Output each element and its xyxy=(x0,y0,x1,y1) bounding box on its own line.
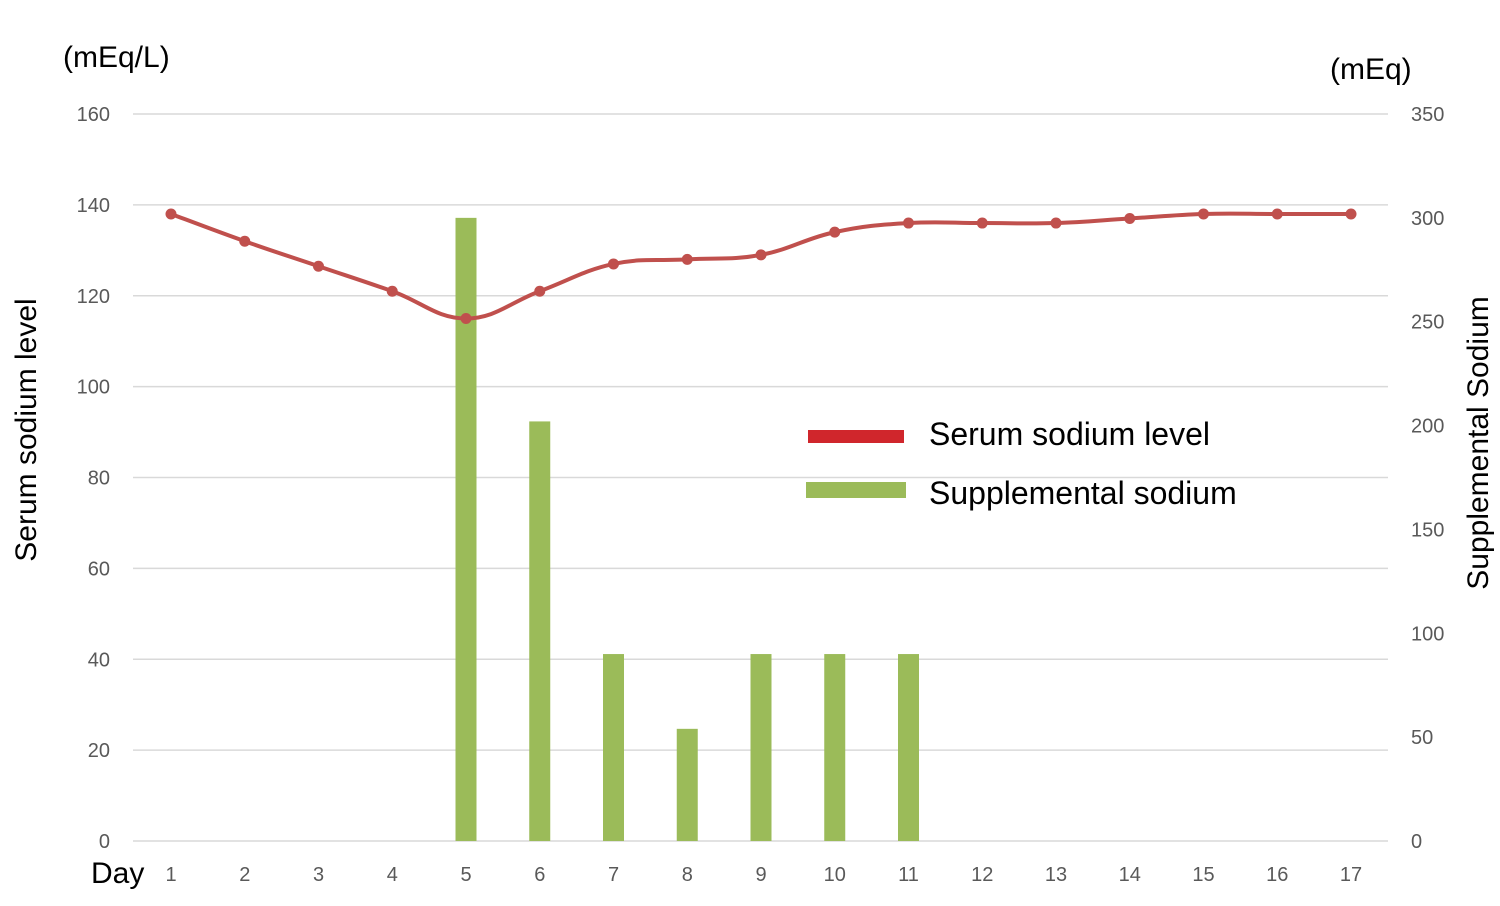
line-point xyxy=(386,285,398,297)
x-tick-label: 4 xyxy=(387,864,398,886)
line-point xyxy=(976,217,988,229)
left-axis-unit: (mEq/L) xyxy=(63,41,170,74)
x-tick-label: 12 xyxy=(971,864,993,886)
x-axis-title: Day xyxy=(91,857,144,890)
legend: Serum sodium level Supplemental sodium xyxy=(806,416,1237,511)
line-point xyxy=(1345,208,1357,220)
y-right-tick-label: 0 xyxy=(1411,831,1422,853)
bar-series xyxy=(455,217,919,841)
gridlines xyxy=(133,113,1388,842)
x-axis-ticks: 1 2 3 4 5 6 7 8 9 10 11 12 13 14 15 16 17 xyxy=(165,864,1362,886)
y-left-tick-label: 40 xyxy=(88,649,110,671)
y-left-tick-label: 60 xyxy=(88,558,110,580)
bar xyxy=(455,217,477,841)
bar xyxy=(824,654,846,841)
x-tick-label: 15 xyxy=(1192,864,1214,886)
left-axis-ticks: 0 20 40 60 80 100 120 140 160 xyxy=(77,104,110,853)
line-point xyxy=(1050,217,1062,229)
line-point xyxy=(460,312,472,324)
y-right-tick-label: 100 xyxy=(1411,623,1444,645)
y-right-tick-label: 250 xyxy=(1411,312,1444,334)
line-point xyxy=(1124,213,1136,225)
y-left-tick-label: 100 xyxy=(77,377,110,399)
line-point xyxy=(608,258,619,270)
x-tick-label: 1 xyxy=(165,864,176,886)
line-point xyxy=(903,217,914,229)
x-tick-label: 8 xyxy=(682,864,693,886)
line-point xyxy=(755,249,767,261)
line-point xyxy=(829,226,841,238)
y-left-tick-label: 80 xyxy=(88,468,110,490)
y-left-tick-label: 160 xyxy=(77,104,110,126)
x-tick-label: 2 xyxy=(239,864,250,886)
legend-swatch-serum-sodium xyxy=(808,430,904,443)
line-point xyxy=(681,253,693,265)
x-tick-label: 3 xyxy=(313,864,324,886)
line-point xyxy=(313,260,324,272)
x-tick-label: 17 xyxy=(1340,864,1362,886)
line-series xyxy=(165,208,1357,324)
x-tick-label: 5 xyxy=(460,864,471,886)
x-tick-label: 16 xyxy=(1266,864,1288,886)
bar xyxy=(529,421,551,841)
y-right-tick-label: 150 xyxy=(1411,519,1444,541)
legend-label-supplemental-sodium: Supplemental sodium xyxy=(929,475,1237,511)
line-point xyxy=(534,285,546,297)
x-tick-label: 6 xyxy=(534,864,545,886)
y-right-tick-label: 50 xyxy=(1411,727,1433,749)
line-point xyxy=(1271,208,1283,220)
y-left-tick-label: 120 xyxy=(77,286,110,308)
bar xyxy=(603,654,624,841)
right-axis-ticks: 0 50 100 150 200 250 300 350 xyxy=(1411,104,1444,853)
right-axis-unit: (mEq) xyxy=(1330,53,1412,86)
x-tick-label: 11 xyxy=(898,864,919,886)
x-tick-label: 7 xyxy=(608,864,619,886)
y-left-tick-label: 0 xyxy=(99,831,110,853)
x-tick-label: 13 xyxy=(1045,864,1067,886)
line-point xyxy=(239,235,251,247)
y-right-tick-label: 300 xyxy=(1411,208,1444,230)
x-tick-label: 10 xyxy=(824,864,846,886)
y-left-tick-label: 20 xyxy=(88,740,110,762)
right-axis-title: Supplemental Sodium xyxy=(1462,296,1495,590)
x-tick-label: 14 xyxy=(1119,864,1141,886)
y-left-tick-label: 140 xyxy=(77,195,110,217)
y-right-tick-label: 350 xyxy=(1411,104,1444,126)
line-point xyxy=(1198,208,1209,220)
legend-label-serum-sodium: Serum sodium level xyxy=(929,416,1210,452)
bar xyxy=(898,654,919,841)
bar xyxy=(676,728,698,841)
y-right-tick-label: 200 xyxy=(1411,416,1444,438)
bar xyxy=(750,654,772,841)
serum-sodium-line xyxy=(170,211,1351,321)
x-tick-label: 9 xyxy=(755,864,766,886)
left-axis-title: Serum sodium level xyxy=(10,298,43,561)
legend-swatch-supplemental-sodium xyxy=(806,482,906,498)
line-point xyxy=(165,208,177,220)
